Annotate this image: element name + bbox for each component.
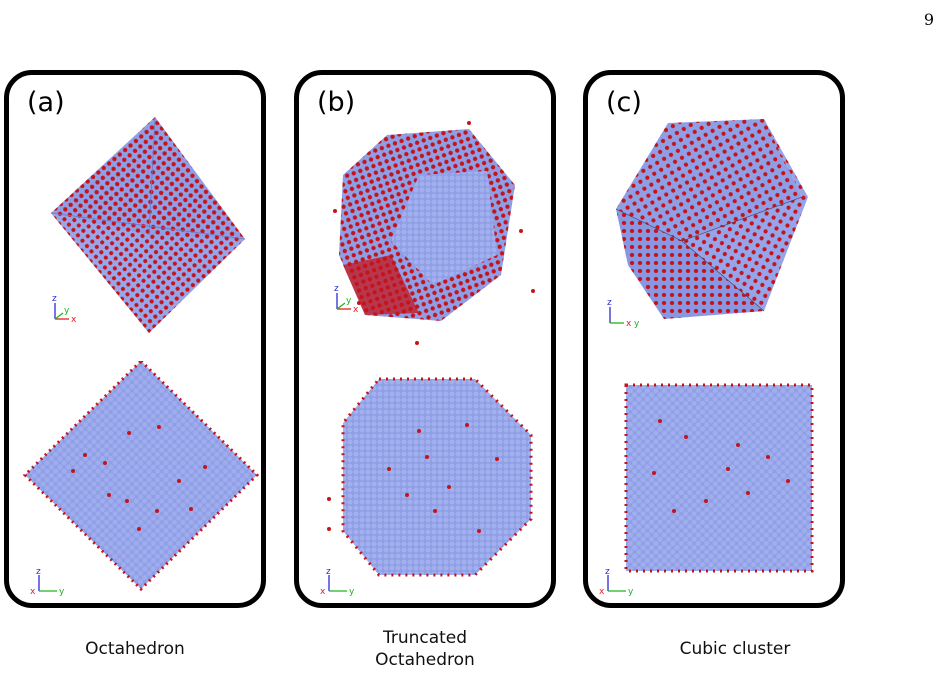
axis-triad-bottom: z x y bbox=[320, 567, 355, 597]
axis-label-y: y bbox=[628, 587, 634, 597]
axis-label-x: x bbox=[30, 587, 36, 597]
octahedron-projection-view bbox=[22, 361, 260, 592]
axis-triad-bottom: z x y bbox=[599, 567, 634, 597]
caption-cubic-cluster: Cubic cluster bbox=[604, 638, 866, 660]
caption-line: Octahedron bbox=[375, 650, 475, 670]
axis-label-x: x bbox=[71, 315, 77, 325]
cubic-cluster-projection-view bbox=[624, 383, 814, 573]
page-number: 9 bbox=[923, 10, 934, 29]
axis-triad-bottom: z x y bbox=[30, 567, 65, 597]
axis-label-x: x bbox=[599, 587, 605, 597]
axis-label-z: z bbox=[607, 298, 612, 308]
caption-truncated-octahedron: Truncated Octahedron bbox=[294, 627, 556, 671]
caption-line: Octahedron bbox=[85, 639, 185, 659]
panel-cubic-cluster: (c) z x y bbox=[583, 70, 845, 608]
axis-label-y: y bbox=[64, 306, 70, 316]
caption-octahedron: Octahedron bbox=[4, 638, 266, 660]
truncated-octahedron-projection-view bbox=[327, 377, 533, 577]
axis-label-x: x bbox=[626, 319, 632, 329]
axis-label-z: z bbox=[52, 294, 57, 304]
axis-triad-top: z y x bbox=[334, 284, 359, 315]
axis-label-z: z bbox=[605, 567, 610, 577]
octahedron-3d-view bbox=[50, 116, 246, 333]
cubic-cluster-3d-view bbox=[615, 119, 808, 319]
truncated-octahedron-3d-view bbox=[333, 121, 535, 345]
axis-label-x: x bbox=[320, 587, 326, 597]
panel-label: (c) bbox=[606, 87, 642, 118]
caption-line: Truncated bbox=[382, 628, 468, 648]
axis-label-z: z bbox=[334, 284, 339, 294]
panel-truncated-octahedron: (b) z y x bbox=[294, 70, 556, 608]
axis-label-y: y bbox=[349, 587, 355, 597]
axis-triad-top: z y x bbox=[52, 294, 77, 325]
axis-label-z: z bbox=[326, 567, 331, 577]
caption-line: Cubic cluster bbox=[679, 639, 791, 659]
axis-label-z: z bbox=[36, 567, 41, 577]
panel-label: (b) bbox=[317, 87, 356, 118]
axis-triad-top: z x y bbox=[607, 298, 640, 329]
panel-label: (a) bbox=[27, 87, 65, 118]
axis-label-y: y bbox=[59, 587, 65, 597]
axis-label-y: y bbox=[346, 296, 352, 306]
panel-octahedron: (a) z y x bbox=[4, 70, 266, 608]
axis-label-x: x bbox=[353, 305, 359, 315]
axis-label-y: y bbox=[634, 319, 640, 329]
